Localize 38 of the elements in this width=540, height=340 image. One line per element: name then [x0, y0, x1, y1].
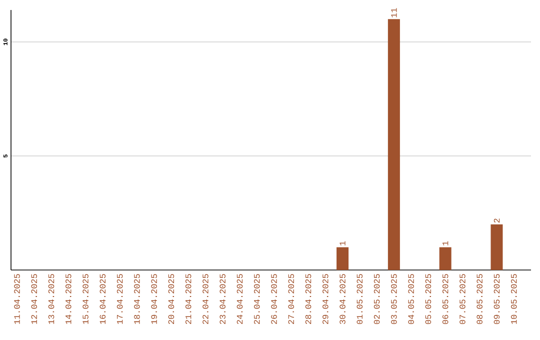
- x-tick-label: 28.04.2025: [305, 274, 312, 324]
- data-label: 2: [494, 218, 500, 223]
- x-tick-label: 17.04.2025: [116, 274, 123, 324]
- bar: [388, 19, 400, 270]
- x-tick-label: 21.04.2025: [185, 274, 192, 324]
- x-tick-label: 18.04.2025: [134, 274, 140, 324]
- x-tick-label: 23.04.2025: [220, 274, 226, 324]
- x-tick-label: 26.04.2025: [271, 274, 277, 324]
- x-tick-label: 24.04.2025: [236, 274, 243, 324]
- x-tick-label: 25.04.2025: [254, 274, 260, 324]
- x-tick-label: 22.04.2025: [202, 274, 208, 324]
- x-tick-label: 30.04.2025: [340, 274, 346, 324]
- data-label: 11: [391, 8, 397, 18]
- x-tick-label: 29.04.2025: [322, 274, 328, 324]
- x-tick-label: 01.05.2025: [356, 274, 363, 324]
- x-tick-label: 09.05.2025: [494, 274, 500, 324]
- x-tick-label: 05.05.2025: [425, 274, 432, 324]
- x-tick-label: 15.04.2025: [82, 274, 88, 324]
- x-tick-label: 13.04.2025: [48, 274, 54, 324]
- x-tick-label: 20.04.2025: [168, 274, 174, 324]
- data-label: 1: [340, 241, 346, 246]
- data-label: 1: [442, 241, 448, 246]
- x-tick-label: 04.05.2025: [408, 274, 414, 324]
- x-tick-label: 02.05.2025: [374, 274, 380, 324]
- x-tick-label: 19.04.2025: [151, 274, 157, 324]
- bar: [336, 247, 349, 270]
- x-tick-label: 16.04.2025: [100, 274, 106, 324]
- x-tick-label: 08.05.2025: [476, 274, 482, 324]
- x-tick-label: 03.05.2025: [391, 274, 397, 324]
- x-tick-label: 27.04.2025: [288, 274, 294, 324]
- x-tick-label: 14.04.2025: [66, 274, 72, 324]
- bar: [490, 224, 503, 270]
- x-tick-label: 12.04.2025: [31, 274, 38, 324]
- x-tick-label: 11.04.2025: [14, 274, 20, 324]
- x-tick-label: 07.05.2025: [460, 274, 466, 324]
- bar: [439, 247, 452, 270]
- x-tick-label: 06.05.2025: [442, 274, 448, 324]
- x-tick-label: 10.05.2025: [510, 274, 517, 324]
